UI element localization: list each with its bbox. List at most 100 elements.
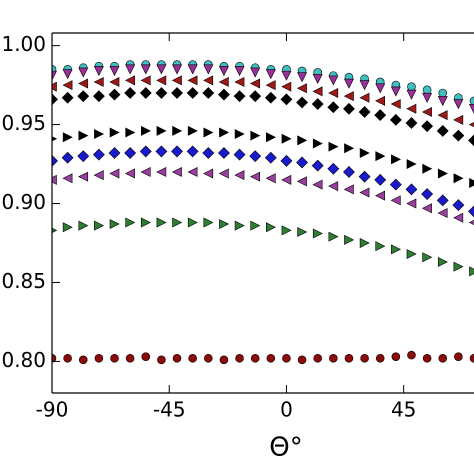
data-point [296, 96, 308, 109]
data-point [312, 86, 323, 97]
data-point [468, 205, 474, 218]
data-point [421, 203, 432, 214]
data-point [52, 93, 58, 106]
data-point [438, 88, 448, 98]
data-point [328, 88, 339, 98]
data-point [311, 98, 324, 110]
data-point [61, 151, 74, 164]
data-point [328, 231, 339, 242]
data-point [139, 145, 152, 158]
x-tick-label: 0 [280, 398, 293, 422]
data-point [140, 64, 151, 75]
data-point [264, 91, 277, 104]
data-point [469, 103, 474, 114]
data-point [78, 78, 89, 89]
data-point [62, 80, 73, 91]
data-point [94, 129, 105, 140]
data-point [453, 212, 464, 223]
data-point [139, 87, 152, 99]
data-point [327, 101, 340, 114]
data-point [266, 132, 276, 143]
data-point [187, 64, 198, 75]
data-point [157, 355, 166, 365]
data-point [406, 198, 417, 209]
data-point [328, 75, 339, 86]
data-point [453, 114, 464, 125]
y-tick-label: 0.95 [1, 111, 46, 135]
data-point [452, 199, 465, 212]
data-point [124, 147, 137, 159]
data-point [92, 90, 105, 103]
data-point [406, 159, 417, 170]
y-tick-label: 1.00 [1, 32, 46, 56]
x-tick-label: -90 [36, 398, 69, 422]
data-point [52, 154, 58, 167]
data-point [156, 64, 167, 75]
data-point [390, 99, 401, 110]
data-point [469, 353, 474, 363]
data-point [469, 96, 474, 106]
data-point [249, 150, 262, 163]
data-point [422, 353, 432, 363]
data-point [250, 220, 261, 231]
data-point [422, 252, 433, 263]
data-point [358, 106, 371, 118]
data-point [171, 87, 183, 99]
data-point [297, 226, 308, 237]
data-point [266, 222, 276, 233]
data-point [109, 219, 120, 230]
data-point [389, 113, 402, 126]
data-point [391, 154, 402, 165]
data-point [453, 173, 464, 184]
data-point [421, 106, 432, 117]
data-point [405, 183, 418, 196]
data-point [93, 66, 104, 77]
data-point [468, 219, 474, 226]
data-point [203, 168, 214, 179]
data-point [343, 91, 354, 102]
data-point [186, 145, 199, 158]
data-point [405, 117, 418, 129]
data-point [454, 352, 463, 361]
data-point [218, 76, 229, 87]
data-point [62, 132, 73, 143]
y-tick-label: 0.80 [1, 348, 46, 372]
data-point [406, 249, 417, 260]
data-point [125, 64, 136, 75]
data-point [155, 87, 168, 99]
data-point [282, 353, 291, 363]
data-point [312, 138, 323, 149]
data-point [422, 92, 433, 103]
data-point [250, 78, 260, 89]
data-point [250, 171, 260, 182]
data-point [61, 91, 74, 104]
data-point [453, 261, 464, 272]
data-point [359, 187, 370, 198]
data-point [219, 127, 230, 138]
data-point [203, 353, 213, 363]
data-point [422, 163, 433, 174]
data-point [390, 86, 401, 97]
data-point [124, 168, 135, 179]
data-point [124, 87, 137, 99]
data-point [312, 73, 323, 84]
data-point [172, 125, 183, 136]
data-point [218, 168, 229, 179]
data-point [52, 174, 57, 185]
data-point [203, 75, 214, 86]
data-point [469, 266, 474, 277]
data-point [452, 129, 465, 142]
data-point [125, 217, 136, 228]
data-point [374, 109, 387, 122]
data-point [375, 241, 386, 252]
data-point [140, 75, 151, 86]
data-point [218, 66, 229, 77]
data-point [438, 353, 448, 363]
data-point [359, 238, 370, 248]
data-point [156, 125, 167, 136]
data-point [374, 173, 387, 186]
data-point [171, 166, 182, 177]
data-point [358, 170, 371, 183]
x-tick-label: 45 [391, 398, 416, 422]
